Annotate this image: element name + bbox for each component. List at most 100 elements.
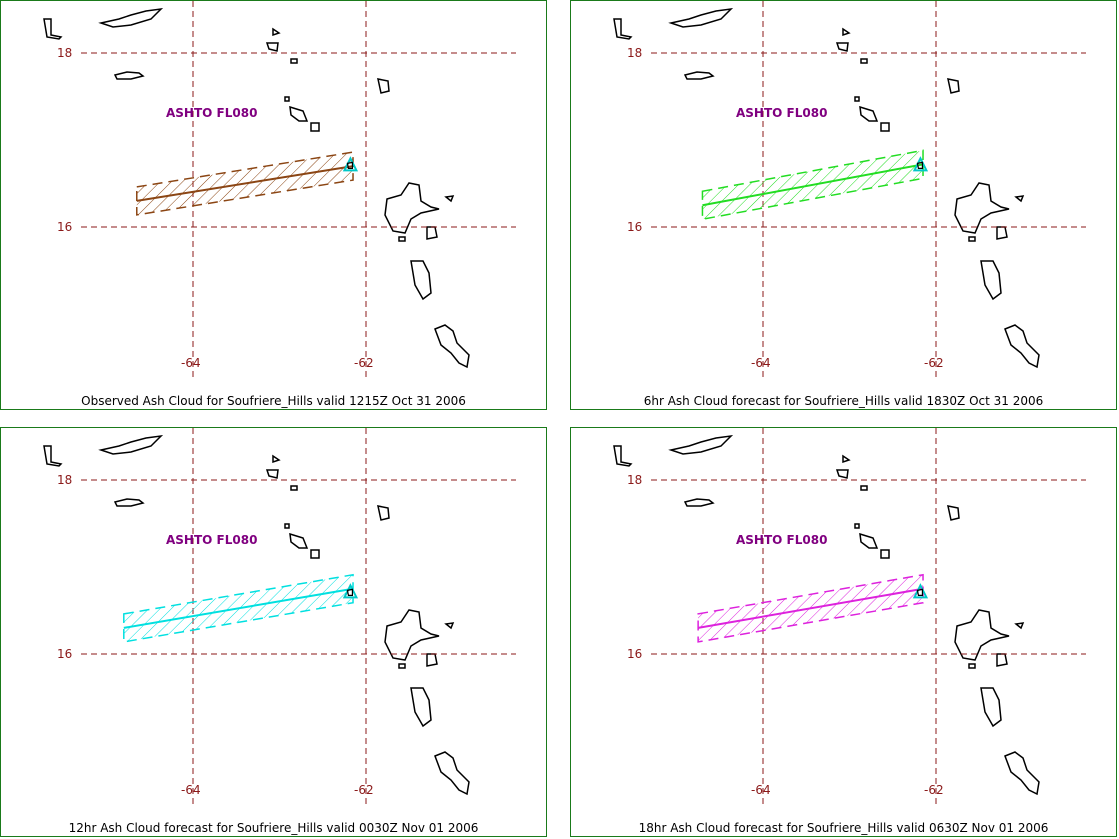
st-kitts-coast <box>859 532 879 549</box>
barbuda-coast <box>854 523 860 529</box>
dominica-coast <box>980 687 1002 728</box>
nevis-coast <box>880 549 890 559</box>
st-croix-coast <box>113 71 145 80</box>
advisory-label: ASHTO FL080 <box>166 533 257 547</box>
ash-cloud-axis <box>136 165 354 202</box>
panel-caption: 12hr Ash Cloud forecast for Soufriere_Hi… <box>68 821 479 835</box>
antigua-coast <box>377 78 390 94</box>
panel-6hr: 18 16 -64 -62 ASHTO FL080 6hr Ash Cloud fore… <box>570 0 1117 410</box>
lon-label: -64 <box>181 783 201 797</box>
anguilla-coast <box>842 27 851 37</box>
st-martin-coast <box>835 42 849 52</box>
panel-caption: 18hr Ash Cloud forecast for Soufriere_Hi… <box>638 821 1049 835</box>
panel-caption: 6hr Ash Cloud forecast for Soufriere_Hil… <box>643 394 1044 408</box>
st-martin-coast <box>835 469 849 479</box>
martinique-coast <box>1004 751 1040 796</box>
nevis-coast <box>310 122 320 132</box>
lon-label: -64 <box>751 356 771 370</box>
nevis-coast <box>880 122 890 132</box>
virgin-islands-coast <box>668 434 734 455</box>
advisory-label: ASHTO FL080 <box>736 106 827 120</box>
lat-label: 16 <box>57 220 72 234</box>
st-kitts-coast <box>289 105 309 122</box>
barbuda-coast <box>284 96 290 102</box>
montserrat-coast <box>916 161 924 169</box>
coastlines <box>43 434 470 796</box>
map-6hr: 18 16 -64 -62 ASHTO FL080 <box>613 1 1086 381</box>
virgin-islands-west-coast <box>613 18 633 40</box>
antigua-coast <box>377 505 390 521</box>
desirade-coast <box>1014 195 1025 203</box>
virgin-islands-west-coast <box>613 445 633 467</box>
barbuda-coast <box>854 96 860 102</box>
lon-label: -62 <box>354 356 374 370</box>
dominica-coast <box>410 687 432 728</box>
panel-observed: 18 16 -64 -62 ASHTO FL080 Observed Ash Cloud… <box>0 0 547 410</box>
saba-coast <box>290 58 298 64</box>
lon-label: -64 <box>181 356 201 370</box>
lat-label: 16 <box>627 647 642 661</box>
anguilla-coast <box>272 454 281 464</box>
les-saintes-coast <box>968 663 976 669</box>
marie-galante-coast <box>996 653 1008 667</box>
martinique-coast <box>434 324 470 369</box>
virgin-islands-west-coast <box>43 445 63 467</box>
anguilla-coast <box>842 454 851 464</box>
panel-18hr: 18 16 -64 -62 ASHTO FL080 18hr Ash Cloud for… <box>570 427 1117 837</box>
desirade-coast <box>444 195 455 203</box>
saba-coast <box>860 58 868 64</box>
map-observed: 18 16 -64 -62 ASHTO FL080 <box>43 1 516 381</box>
st-croix-coast <box>113 498 145 507</box>
advisory-label: ASHTO FL080 <box>736 533 827 547</box>
coastlines <box>613 434 1040 796</box>
virgin-islands-coast <box>98 434 164 455</box>
lat-label: 18 <box>627 473 642 487</box>
guadeloupe-coast <box>384 182 440 234</box>
antigua-coast <box>947 78 960 94</box>
st-martin-coast <box>265 469 279 479</box>
panel-12hr: 18 16 -64 -62 ASHTO FL080 12hr Ash Cloud for… <box>0 427 547 837</box>
ash-cloud-axis <box>123 587 354 629</box>
lon-label: -64 <box>751 783 771 797</box>
ash-cloud-axis <box>697 587 924 629</box>
guadeloupe-coast <box>954 609 1010 661</box>
lon-label: -62 <box>924 783 944 797</box>
virgin-islands-coast <box>98 7 164 28</box>
martinique-coast <box>1004 324 1040 369</box>
st-martin-coast <box>265 42 279 52</box>
les-saintes-coast <box>398 663 406 669</box>
virgin-islands-west-coast <box>43 18 63 40</box>
nevis-coast <box>310 549 320 559</box>
guadeloupe-coast <box>384 609 440 661</box>
martinique-coast <box>434 751 470 796</box>
dominica-coast <box>980 260 1002 301</box>
advisory-label: ASHTO FL080 <box>166 106 257 120</box>
desirade-coast <box>444 622 455 630</box>
st-kitts-coast <box>289 532 309 549</box>
lat-label: 18 <box>627 46 642 60</box>
lon-label: -62 <box>354 783 374 797</box>
antigua-coast <box>947 505 960 521</box>
st-croix-coast <box>683 498 715 507</box>
lon-label: -62 <box>924 356 944 370</box>
st-croix-coast <box>683 71 715 80</box>
saba-coast <box>860 485 868 491</box>
lat-label: 16 <box>627 220 642 234</box>
marie-galante-coast <box>426 226 438 240</box>
dominica-coast <box>410 260 432 301</box>
st-kitts-coast <box>859 105 879 122</box>
barbuda-coast <box>284 523 290 529</box>
lat-label: 16 <box>57 647 72 661</box>
coastlines <box>613 7 1040 369</box>
marie-galante-coast <box>996 226 1008 240</box>
saba-coast <box>290 485 298 491</box>
montserrat-coast <box>346 161 354 169</box>
montserrat-coast <box>916 588 924 596</box>
anguilla-coast <box>272 27 281 37</box>
les-saintes-coast <box>398 236 406 242</box>
ash-cloud-axis <box>702 163 924 207</box>
montserrat-coast <box>346 588 354 596</box>
desirade-coast <box>1014 622 1025 630</box>
map-18hr: 18 16 -64 -62 ASHTO FL080 <box>613 428 1086 808</box>
lat-label: 18 <box>57 46 72 60</box>
